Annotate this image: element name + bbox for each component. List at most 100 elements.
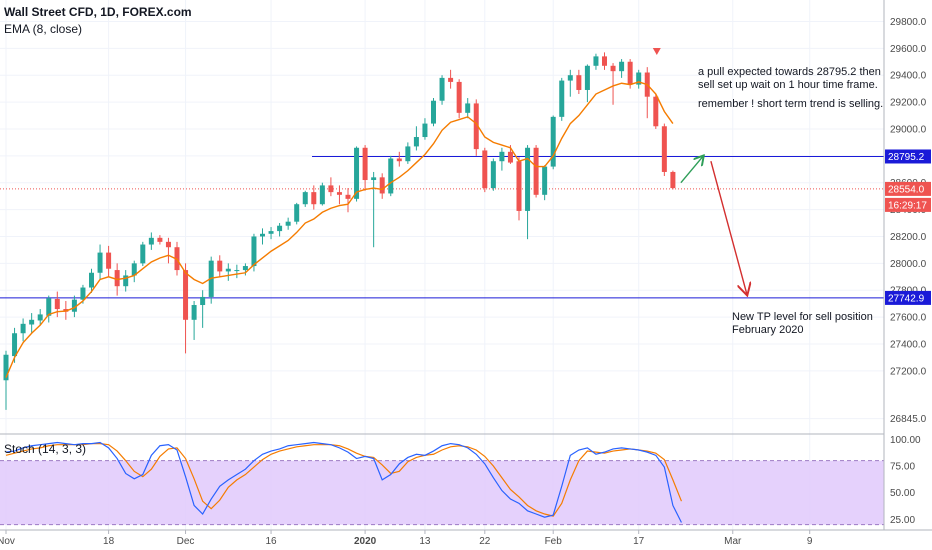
candle[interactable] (627, 59, 633, 89)
candle[interactable] (302, 190, 308, 207)
candle[interactable] (362, 145, 368, 191)
annotation-trend[interactable]: remember ! short term trend is selling. (698, 98, 884, 110)
candle[interactable] (54, 291, 60, 318)
candle[interactable] (319, 182, 325, 206)
candle[interactable] (396, 151, 402, 167)
candle[interactable] (191, 300, 197, 340)
candle[interactable] (225, 263, 231, 281)
candle[interactable] (157, 235, 163, 245)
candle[interactable] (490, 158, 496, 191)
candle[interactable] (431, 98, 436, 127)
candle[interactable] (285, 217, 291, 230)
candle[interactable] (550, 115, 556, 170)
candle[interactable] (610, 63, 616, 105)
candle[interactable] (422, 118, 428, 140)
candle[interactable] (208, 256, 214, 304)
candle[interactable] (644, 67, 650, 119)
candle[interactable] (473, 99, 479, 156)
stoch-k-line (5, 441, 682, 523)
candle-body (71, 299, 77, 312)
candle[interactable] (183, 263, 189, 354)
candle[interactable] (29, 313, 35, 334)
candle[interactable] (413, 126, 419, 151)
candle-body (336, 192, 342, 195)
candle[interactable] (456, 79, 462, 119)
candle-body (379, 177, 385, 194)
candle[interactable] (525, 145, 531, 240)
candle-body (636, 72, 642, 85)
candle[interactable] (593, 53, 599, 70)
candle-body (362, 147, 368, 181)
candle[interactable] (670, 170, 676, 190)
candle[interactable] (260, 228, 265, 245)
candle-body (371, 177, 377, 181)
candle[interactable] (217, 255, 223, 277)
candle[interactable] (439, 75, 445, 105)
candle[interactable] (636, 69, 642, 89)
candle[interactable] (371, 171, 377, 248)
annotation-pullback-line2: sell set up wait on 1 hour time frame. (698, 79, 878, 91)
candle-body (183, 270, 189, 320)
candle[interactable] (533, 145, 539, 198)
ema-legend: EMA (8, close) (4, 22, 83, 36)
candle-body (302, 192, 308, 205)
candle[interactable] (482, 147, 488, 193)
candle[interactable] (388, 155, 394, 197)
candle[interactable] (97, 244, 103, 280)
candle[interactable] (37, 309, 43, 326)
red-arrow[interactable] (710, 161, 747, 294)
candle[interactable] (165, 237, 171, 264)
candle[interactable] (516, 157, 522, 221)
chart-title: Wall Street CFD, 1D, FOREX.com (4, 5, 192, 19)
candle[interactable] (200, 290, 206, 328)
candle[interactable] (20, 318, 26, 342)
green-arrow[interactable] (680, 156, 703, 184)
candle[interactable] (277, 223, 283, 237)
candle[interactable] (559, 77, 565, 121)
candle[interactable] (148, 232, 154, 250)
annotation-pullback[interactable]: a pull expected towards 28795.2 then sel… (698, 66, 881, 92)
stoch-band-fill (0, 460, 884, 525)
candle[interactable] (311, 185, 317, 210)
drawing-arrows[interactable] (652, 48, 747, 294)
candle[interactable] (653, 94, 659, 129)
candle-body (3, 354, 9, 381)
candle[interactable] (106, 245, 112, 277)
candle[interactable] (89, 268, 94, 293)
candle[interactable] (379, 173, 385, 199)
level-tag-lower-bg (885, 290, 931, 305)
candle[interactable] (268, 227, 274, 240)
candle[interactable] (294, 202, 300, 225)
candle-body (80, 287, 86, 300)
candle[interactable] (140, 241, 146, 267)
candle-body (37, 314, 43, 321)
candle[interactable] (542, 165, 548, 201)
candle[interactable] (328, 177, 334, 197)
candle[interactable] (448, 69, 454, 89)
candle[interactable] (71, 295, 77, 318)
candle[interactable] (3, 350, 9, 410)
candle[interactable] (345, 188, 351, 213)
candle[interactable] (405, 142, 411, 164)
candle[interactable] (567, 69, 573, 97)
candle-body (242, 266, 248, 271)
candle[interactable] (465, 98, 471, 119)
candle[interactable] (234, 264, 240, 279)
candle[interactable] (131, 260, 137, 283)
sell-signal-marker[interactable] (652, 48, 661, 55)
candle[interactable] (584, 64, 590, 103)
time-tick-label: 22 (479, 536, 491, 547)
candle[interactable] (576, 69, 582, 95)
candle[interactable] (602, 52, 607, 70)
candlesticks[interactable] (3, 52, 676, 410)
candle[interactable] (123, 270, 129, 292)
annotation-tp-level[interactable]: New TP level for sell position February … (732, 311, 873, 337)
candle-body (559, 80, 565, 117)
candle[interactable] (499, 147, 505, 171)
candle[interactable] (46, 295, 52, 323)
candle[interactable] (619, 59, 625, 78)
price-tick-label: 29200.0 (890, 98, 927, 109)
candle[interactable] (661, 123, 667, 176)
candle[interactable] (336, 185, 342, 205)
